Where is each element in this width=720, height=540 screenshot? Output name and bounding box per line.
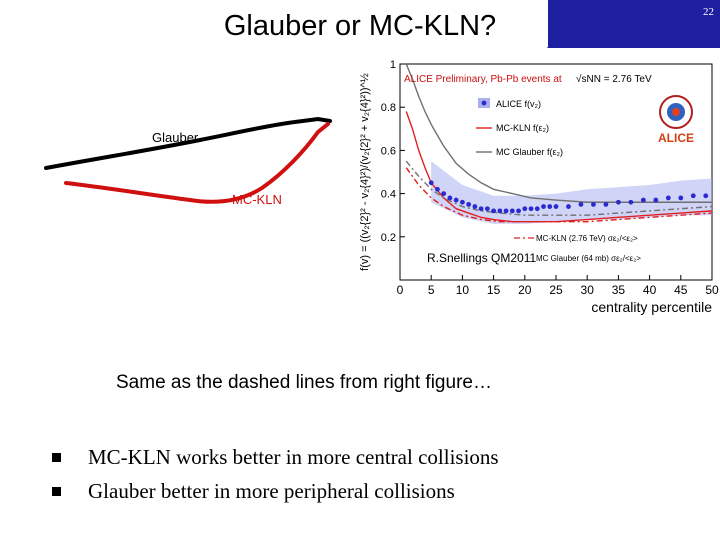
data-point [453, 197, 459, 203]
data-point [435, 186, 440, 192]
data-point [503, 208, 509, 214]
figure-header: ALICE Preliminary, Pb-Pb events at [404, 74, 562, 85]
sketch-mcklyn-curve [64, 122, 330, 204]
series-line-3 [405, 167, 713, 223]
figure-energy: √sNN = 2.76 TeV [576, 73, 652, 85]
legend-label-mcglauber: MC Glauber f(ε₂) [496, 147, 563, 157]
title-box [0, 0, 548, 48]
sketch-glauber-curve [44, 116, 332, 170]
x-tick-label: 5 [428, 283, 435, 297]
series-line-2 [405, 63, 712, 203]
data-point [553, 204, 559, 209]
data-point [460, 199, 465, 205]
data-point [466, 202, 472, 207]
data-point [509, 208, 515, 214]
x-tick-label: 20 [518, 283, 532, 297]
alice-logo-center [672, 108, 680, 116]
y-tick-label: 0.8 [381, 102, 396, 114]
data-point [522, 206, 528, 212]
data-point [541, 204, 546, 209]
x-tick-label: 50 [705, 283, 719, 297]
x-tick-label: 25 [549, 283, 563, 297]
header-bar: 22 [0, 0, 720, 48]
chart-svg: 0 5 10 15 20 25 30 35 40 45 50 0.2 0.4 0.6 0.8 1 central… [359, 59, 719, 315]
series-line-4 [405, 160, 713, 216]
bullet-text: MC-KLN works better in more central coll… [88, 445, 499, 469]
data-point [534, 206, 540, 212]
x-tick-label: 15 [487, 283, 501, 297]
x-tick-label: 40 [643, 283, 657, 297]
x-tick-label: 30 [581, 283, 595, 297]
y-tick-label: 1 [390, 59, 396, 71]
plot-frame [399, 63, 713, 281]
data-point [678, 195, 684, 201]
bullet-item: MC-KLN works better in more central coll… [52, 440, 499, 474]
data-point [528, 206, 534, 212]
sketch-label-mcklyn: MC-KLN [232, 192, 282, 207]
data-point [547, 204, 553, 209]
x-tick-label: 35 [612, 283, 626, 297]
bullet-text: Glauber better in more peripheral collis… [88, 479, 455, 503]
x-tick-label: 0 [397, 283, 404, 297]
data-point [653, 197, 659, 203]
y-tick-label: 0.4 [381, 189, 396, 201]
data-point [690, 193, 696, 199]
bullet-item: Glauber better in more peripheral collis… [52, 474, 499, 508]
alice-figure: 0 5 10 15 20 25 30 35 40 45 50 0.2 0.4 0.6 0.8 1 central… [348, 56, 720, 320]
legend-label-alice: ALICE f(v₂) [496, 99, 541, 109]
data-point [491, 208, 496, 214]
data-point [497, 208, 503, 214]
figure-credit: R.Snellings QM2011 [427, 251, 537, 265]
y-tick-label: 0.2 [381, 232, 396, 244]
data-point [703, 193, 709, 199]
data-point [428, 180, 434, 186]
x-tick-label: 10 [456, 283, 470, 297]
legend-label-mcklyn-ratio: MC-KLN (2.76 TeV) σε₂/<ε₂> [536, 234, 638, 243]
sketch-label-glauber: Glauber [152, 130, 199, 145]
data-point [478, 206, 484, 212]
y-axis-label: f(v) = ((v₂{2}² - v₂{4}²)/(v₂{2}² + v₂{4… [359, 73, 371, 271]
legend-label-mcklyn: MC-KLN f(ε₂) [496, 123, 549, 133]
data-point [616, 199, 621, 205]
y-tick-label: 0.6 [381, 145, 396, 157]
uncertainty-band [431, 161, 712, 224]
data-point [628, 199, 634, 205]
alice-logo-text: ALICE [658, 131, 694, 145]
data-point [516, 208, 521, 214]
data-point [603, 202, 609, 207]
legend-label-mcglauber-ratio: MC Glauber (64 mb) σε₂/<ε₂> [536, 254, 641, 263]
bullet-list: MC-KLN works better in more central coll… [52, 440, 499, 508]
note-text: Same as the dashed lines from right figu… [116, 372, 492, 393]
data-point [447, 195, 453, 201]
data-point [566, 204, 571, 209]
bullet-marker [52, 453, 61, 462]
x-tick-label: 45 [674, 283, 688, 297]
data-point [472, 204, 478, 209]
legend-marker-alice [481, 100, 487, 106]
bullet-marker [52, 487, 61, 496]
slide-number: 22 [703, 6, 714, 18]
data-point [665, 195, 671, 201]
data-point [441, 191, 447, 197]
data-point [578, 202, 584, 207]
data-point [640, 197, 646, 203]
x-axis-label: centrality percentile [591, 299, 712, 315]
data-point [591, 202, 596, 207]
data-point [484, 206, 490, 212]
series-line-1 [405, 111, 713, 223]
